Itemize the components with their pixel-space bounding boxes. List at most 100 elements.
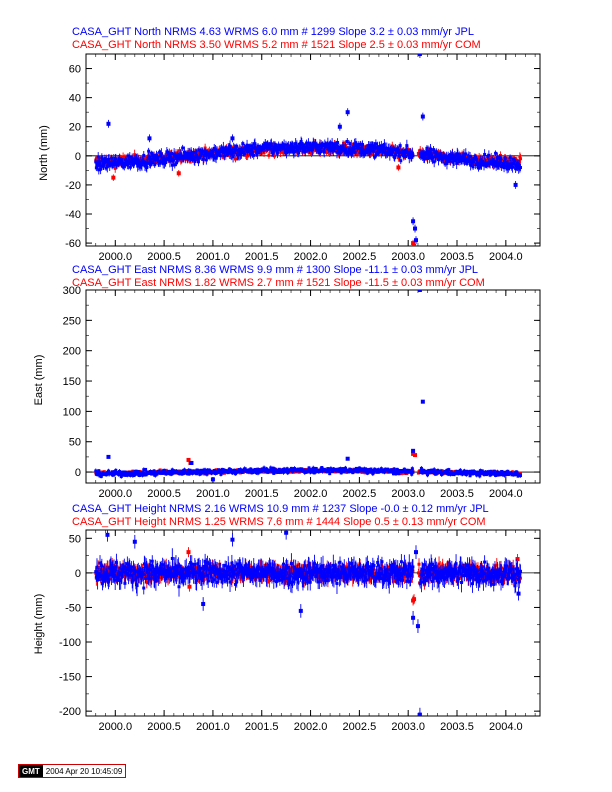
jpl-point	[227, 470, 231, 474]
jpl-outlier-point	[230, 136, 235, 141]
y-tick-label: 50	[69, 437, 81, 449]
jpl-point	[120, 470, 124, 474]
jpl-point	[168, 155, 172, 159]
jpl-point	[336, 141, 340, 145]
jpl-point	[311, 148, 315, 152]
jpl-point	[317, 149, 321, 153]
jpl-point	[184, 153, 188, 157]
jpl-point	[487, 153, 491, 157]
jpl-point	[121, 162, 125, 166]
jpl-point	[226, 152, 230, 156]
jpl-point	[389, 148, 393, 152]
jpl-point	[94, 166, 98, 170]
com-outlier-point	[111, 175, 116, 180]
jpl-point	[205, 472, 209, 476]
jpl-point	[247, 148, 251, 152]
jpl-point	[431, 156, 435, 160]
x-tick-label: 2000.0	[98, 251, 132, 263]
north-panel: CASA_GHT North NRMS 4.63 WRMS 6.0 mm # 1…	[38, 26, 541, 263]
jpl-point	[300, 146, 304, 150]
jpl-point	[391, 146, 395, 150]
com-point	[267, 153, 271, 157]
jpl-point	[103, 157, 107, 161]
jpl-point	[117, 158, 121, 162]
jpl-point	[395, 147, 399, 151]
jpl-point	[201, 149, 205, 153]
com-point	[355, 152, 359, 156]
jpl-point	[228, 144, 232, 148]
jpl-point	[295, 144, 299, 148]
jpl-point	[299, 139, 303, 143]
com-point	[227, 153, 231, 157]
jpl-point	[94, 160, 98, 164]
jpl-point	[124, 473, 128, 477]
x-tick-label: 2003.0	[391, 251, 425, 263]
jpl-point	[203, 149, 207, 153]
x-tick-label: 2003.5	[440, 488, 474, 500]
jpl-point	[328, 141, 332, 145]
jpl-point	[111, 163, 115, 167]
com-point	[518, 155, 522, 159]
jpl-point	[105, 159, 109, 163]
jpl-point	[220, 471, 224, 475]
jpl-point	[138, 165, 142, 169]
jpl-point	[233, 146, 237, 150]
jpl-point	[134, 472, 138, 476]
y-tick-label: 20	[69, 122, 81, 134]
jpl-point	[294, 146, 298, 150]
jpl-point	[204, 158, 208, 162]
jpl-point	[335, 150, 339, 154]
jpl-point	[341, 144, 345, 148]
jpl-point	[128, 473, 132, 477]
jpl-point	[306, 146, 310, 150]
jpl-point	[148, 155, 152, 159]
com-point	[354, 149, 358, 153]
jpl-point	[512, 162, 516, 166]
jpl-point	[164, 157, 168, 161]
com-point	[443, 160, 447, 164]
jpl-point	[345, 139, 349, 143]
jpl-point	[401, 151, 405, 155]
jpl-point	[194, 150, 198, 154]
east-plot-area: 2000.0 2000.5 2001.0 2001.5 2002.0 2002.5 2003…	[63, 285, 541, 500]
jpl-point	[227, 150, 231, 154]
plot-frame	[85, 53, 541, 247]
y-tick-label: -60	[65, 238, 81, 250]
jpl-point	[336, 148, 340, 152]
jpl-point	[427, 156, 431, 160]
com-point	[481, 156, 485, 160]
jpl-point	[494, 151, 498, 155]
jpl-point	[267, 147, 271, 151]
jpl-point	[319, 149, 323, 153]
jpl-point	[371, 149, 375, 153]
com-point	[178, 149, 182, 153]
jpl-point	[122, 470, 126, 474]
jpl-point	[115, 163, 119, 167]
jpl-point	[102, 163, 106, 167]
data-points	[94, 290, 522, 482]
com-outlier-point	[176, 171, 181, 176]
jpl-point	[142, 153, 146, 157]
jpl-point	[310, 145, 314, 149]
jpl-point	[209, 150, 213, 154]
jpl-point	[397, 148, 401, 152]
jpl-point	[277, 143, 281, 147]
jpl-point	[132, 474, 136, 478]
jpl-point	[388, 153, 392, 157]
jpl-point	[360, 143, 364, 147]
jpl-point	[275, 145, 279, 149]
jpl-point	[190, 158, 194, 162]
jpl-point	[251, 151, 255, 155]
jpl-point	[252, 153, 256, 157]
com-point	[121, 155, 125, 159]
jpl-point	[183, 469, 187, 473]
jpl-point	[172, 152, 176, 156]
y-tick-label: 0	[75, 467, 81, 479]
jpl-point	[337, 150, 341, 154]
jpl-point	[472, 160, 476, 164]
jpl-point	[148, 162, 152, 166]
jpl-point	[128, 165, 132, 169]
jpl-point	[244, 148, 248, 152]
com-outlier-point	[412, 244, 417, 246]
jpl-point	[200, 471, 204, 475]
